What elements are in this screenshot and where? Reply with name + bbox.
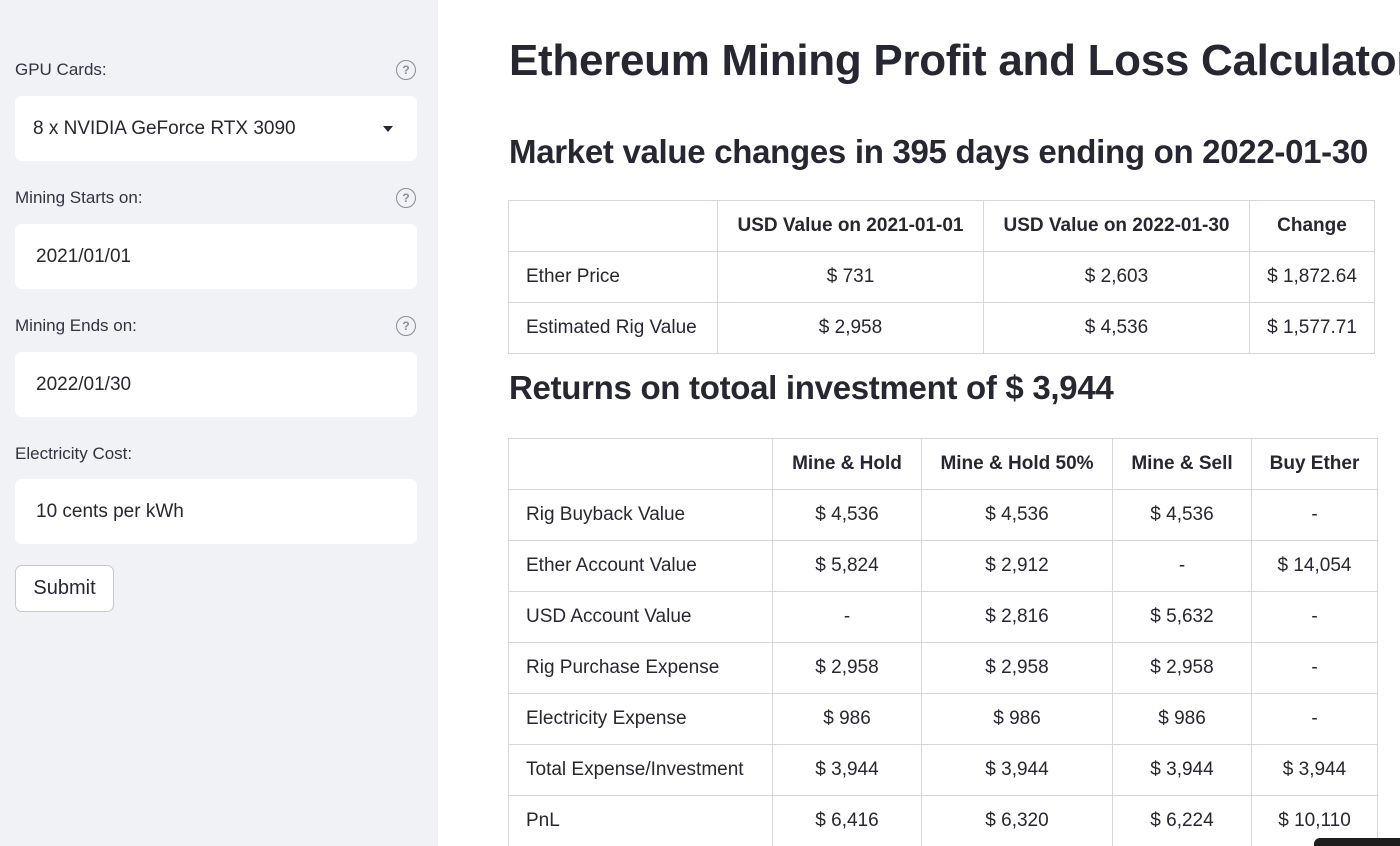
table-cell: $ 2,958 (772, 642, 922, 694)
mining-start-date-input[interactable]: 2021/01/01 (15, 224, 417, 289)
mining-ends-label: Mining Ends on: (15, 316, 137, 335)
table-cell: $ 2,958 (717, 302, 984, 354)
electricity-cost-label: Electricity Cost: (15, 444, 133, 463)
mining-end-date-input[interactable]: 2022/01/30 (15, 352, 417, 417)
table-header-row: Mine & Hold Mine & Hold 50% Mine & Sell … (508, 438, 1378, 490)
row-label: PnL (508, 795, 773, 846)
market-heading: Market value changes in 395 days ending … (509, 133, 1368, 170)
table-cell: $ 2,816 (921, 591, 1113, 643)
gpu-cards-select[interactable]: 8 x NVIDIA GeForce RTX 3090 (15, 96, 417, 161)
chevron-down-icon (383, 126, 393, 132)
row-label: Rig Buyback Value (508, 489, 773, 541)
table-cell: $ 1,577.71 (1249, 302, 1375, 354)
table-row: Electricity Expense $ 986 $ 986 $ 986 - (508, 693, 1378, 745)
table-cell: $ 4,536 (983, 302, 1250, 354)
page-title: Ethereum Mining Profit and Loss Calculat… (509, 36, 1400, 85)
row-label: Estimated Rig Value (508, 302, 718, 354)
table-cell: $ 6,416 (772, 795, 922, 846)
row-label: Rig Purchase Expense (508, 642, 773, 694)
table-row: Estimated Rig Value $ 2,958 $ 4,536 $ 1,… (508, 302, 1375, 354)
table-cell: $ 731 (717, 251, 984, 303)
table-cell: $ 3,944 (1112, 744, 1252, 796)
table-cell: $ 5,632 (1112, 591, 1252, 643)
table-row: Rig Purchase Expense $ 2,958 $ 2,958 $ 2… (508, 642, 1378, 694)
table-row: Ether Account Value $ 5,824 $ 2,912 - $ … (508, 540, 1378, 592)
electricity-cost-input[interactable]: 10 cents per kWh (15, 479, 417, 544)
returns-heading: Returns on totoal investment of $ 3,944 (509, 369, 1114, 406)
main-content: Ethereum Mining Profit and Loss Calculat… (438, 0, 1400, 846)
table-cell: $ 2,603 (983, 251, 1250, 303)
table-cell: $ 3,944 (921, 744, 1113, 796)
table-header-cell (508, 200, 718, 252)
electricity-cost-value: 10 cents per kWh (36, 500, 184, 522)
mining-starts-label: Mining Starts on: (15, 188, 143, 207)
table-cell: $ 986 (921, 693, 1113, 745)
table-header-cell: Mine & Sell (1112, 438, 1252, 490)
sidebar: GPU Cards: ? 8 x NVIDIA GeForce RTX 3090… (0, 0, 438, 846)
table-cell: $ 6,224 (1112, 795, 1252, 846)
table-cell: $ 986 (772, 693, 922, 745)
table-cell: $ 10,110 (1251, 795, 1378, 846)
table-row: Rig Buyback Value $ 4,536 $ 4,536 $ 4,53… (508, 489, 1378, 541)
table-header-cell (508, 438, 773, 490)
table-header-cell: Mine & Hold 50% (921, 438, 1113, 490)
table-cell: $ 1,872.64 (1249, 251, 1375, 303)
table-cell: $ 4,536 (772, 489, 922, 541)
table-cell: $ 2,958 (921, 642, 1113, 694)
start-help-icon[interactable]: ? (396, 188, 416, 208)
table-row: Total Expense/Investment $ 3,944 $ 3,944… (508, 744, 1378, 796)
corner-overlay (1314, 838, 1400, 846)
returns-table: Mine & Hold Mine & Hold 50% Mine & Sell … (508, 438, 1378, 846)
table-cell: $ 2,958 (1112, 642, 1252, 694)
table-header-cell: USD Value on 2022-01-30 (983, 200, 1250, 252)
table-row: USD Account Value - $ 2,816 $ 5,632 - (508, 591, 1378, 643)
table-cell: $ 4,536 (921, 489, 1113, 541)
table-row: PnL $ 6,416 $ 6,320 $ 6,224 $ 10,110 (508, 795, 1378, 846)
table-cell: $ 986 (1112, 693, 1252, 745)
row-label: Electricity Expense (508, 693, 773, 745)
row-label: Ether Price (508, 251, 718, 303)
end-help-icon[interactable]: ? (396, 316, 416, 336)
table-cell: $ 6,320 (921, 795, 1113, 846)
table-cell: - (1251, 591, 1378, 643)
table-cell: - (772, 591, 922, 643)
row-label: Total Expense/Investment (508, 744, 773, 796)
gpu-cards-value: 8 x NVIDIA GeForce RTX 3090 (33, 117, 296, 139)
table-cell: - (1112, 540, 1252, 592)
row-label: USD Account Value (508, 591, 773, 643)
table-header-cell: Change (1249, 200, 1375, 252)
table-cell: - (1251, 693, 1378, 745)
table-cell: $ 3,944 (772, 744, 922, 796)
gpu-help-icon[interactable]: ? (396, 60, 416, 80)
table-cell: $ 5,824 (772, 540, 922, 592)
table-cell: $ 3,944 (1251, 744, 1378, 796)
table-cell: $ 4,536 (1112, 489, 1252, 541)
table-header-cell: Buy Ether (1251, 438, 1378, 490)
table-header-cell: Mine & Hold (772, 438, 922, 490)
table-cell: - (1251, 489, 1378, 541)
table-cell: $ 14,054 (1251, 540, 1378, 592)
table-row: Ether Price $ 731 $ 2,603 $ 1,872.64 (508, 251, 1375, 303)
market-table: USD Value on 2021-01-01 USD Value on 202… (508, 200, 1375, 354)
table-header-row: USD Value on 2021-01-01 USD Value on 202… (508, 200, 1375, 252)
row-label: Ether Account Value (508, 540, 773, 592)
table-header-cell: USD Value on 2021-01-01 (717, 200, 984, 252)
submit-button[interactable]: Submit (15, 565, 114, 612)
mining-end-date-value: 2022/01/30 (36, 373, 132, 395)
table-cell: - (1251, 642, 1378, 694)
mining-start-date-value: 2021/01/01 (36, 245, 132, 267)
gpu-cards-label: GPU Cards: (15, 60, 107, 79)
table-cell: $ 2,912 (921, 540, 1113, 592)
